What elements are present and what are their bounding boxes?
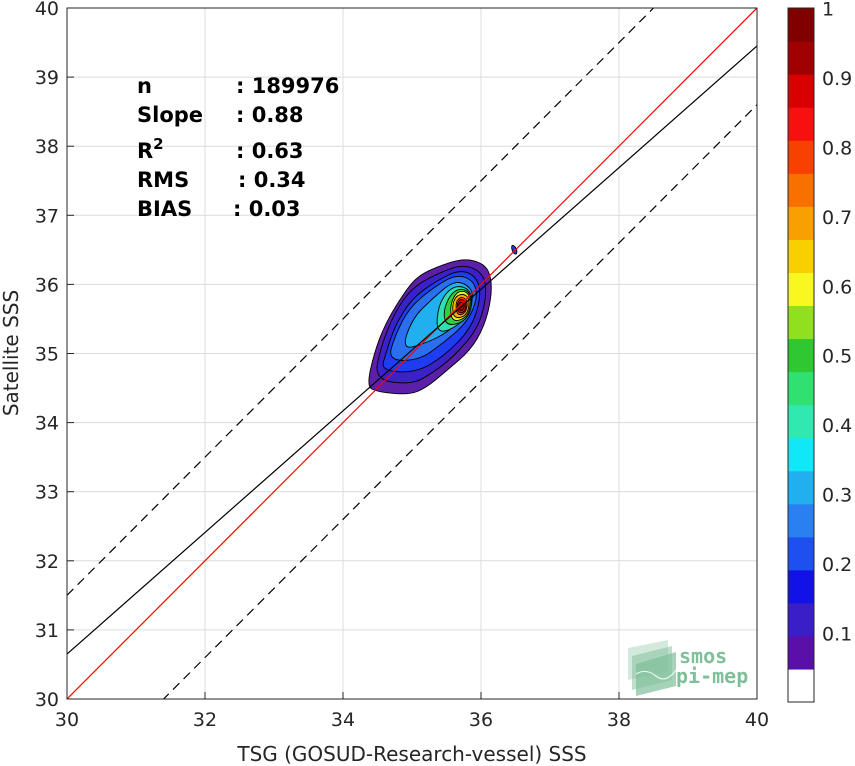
y-tick-label-6: 36 — [35, 274, 59, 296]
colorbar-segment-2 — [788, 602, 814, 637]
stat-value-2: : 0.63 — [236, 139, 304, 163]
stat-value-3: : 0.34 — [238, 168, 306, 192]
stat-value-4: : 0.03 — [233, 197, 301, 221]
colorbar-segment-6 — [788, 470, 814, 505]
y-tick-label-0: 30 — [35, 689, 59, 711]
colorbar-segment-12 — [788, 272, 814, 307]
colorbar-tick-6: 0.7 — [822, 207, 852, 229]
y-tick-label-9: 39 — [35, 67, 59, 89]
line-identity — [67, 8, 757, 699]
colorbar-segment-9 — [788, 371, 814, 406]
colorbar-segment-20 — [788, 8, 814, 42]
stat-value-0: : 189976 — [236, 74, 339, 98]
y-axis-label: Satellite SSS — [0, 290, 23, 416]
colorbar-segment-8 — [788, 404, 814, 439]
line-fit — [67, 45, 757, 655]
y-tick-label-1: 31 — [35, 620, 59, 642]
x-tick-label-5: 40 — [745, 709, 769, 731]
colorbar-segment-3 — [788, 569, 814, 604]
smos-pi-mep-logo: smos pi-mep — [628, 640, 748, 696]
y-tick-label-10: 40 — [35, 0, 59, 20]
logo-line1: smos — [679, 644, 727, 668]
colorbar-tick-3: 0.4 — [822, 415, 852, 437]
colorbar-tick-5: 0.6 — [822, 276, 852, 298]
x-tick-label-2: 34 — [331, 709, 355, 731]
colorbar: 0.1 0.2 0.3 0.4 0.5 0.6 0.7 0.8 0.9 1 — [787, 0, 852, 703]
colorbar-segment-19 — [788, 41, 814, 75]
colorbar-segment-16 — [788, 140, 814, 174]
stat-name-2: R2 — [137, 135, 164, 163]
line-lower_bound — [162, 104, 757, 699]
stat-name-0: n — [137, 74, 152, 98]
density-contours — [368, 244, 518, 395]
x-tick-label-0: 30 — [55, 709, 79, 731]
y-tick-label-7: 37 — [35, 205, 59, 227]
y-tick-label-5: 35 — [35, 344, 59, 366]
colorbar-segment-4 — [788, 536, 814, 571]
colorbar-border — [787, 7, 815, 703]
stats-box: n : 189976 Slope : 0.88 R2 : 0.63 RMS : 0.34 BIA… — [137, 74, 339, 221]
colorbar-tick-0: 0.1 — [822, 623, 852, 645]
colorbar-segment-10 — [788, 338, 814, 373]
y-tick-label-8: 38 — [35, 136, 59, 158]
x-tick-label-3: 36 — [469, 709, 493, 731]
stat-name-1: Slope — [137, 103, 203, 127]
stat-value-1: : 0.88 — [236, 103, 304, 127]
colorbar-tick-2: 0.3 — [822, 485, 852, 507]
colorbar-segment-1 — [788, 635, 814, 670]
colorbar-segment-5 — [788, 503, 814, 538]
y-axis-ticks: 30 31 32 33 34 35 36 37 38 39 40 — [35, 0, 74, 711]
colorbar-segment-7 — [788, 437, 814, 472]
stat-name-4: BIAS — [137, 197, 192, 221]
colorbar-tick-8: 0.9 — [822, 68, 852, 90]
colorbar-segment-11 — [788, 305, 814, 340]
colorbar-segment-0 — [788, 668, 814, 703]
x-tick-label-4: 38 — [607, 709, 631, 731]
x-tick-label-1: 32 — [193, 709, 217, 731]
colorbar-segment-17 — [788, 107, 814, 141]
colorbar-tick-7: 0.8 — [822, 138, 852, 160]
reference-lines — [67, 8, 757, 699]
colorbar-tick-9: 1 — [822, 0, 834, 21]
colorbar-segment-18 — [788, 74, 814, 108]
colorbar-segment-14 — [788, 206, 814, 240]
colorbar-tick-1: 0.2 — [822, 554, 852, 576]
y-tick-label-3: 33 — [35, 482, 59, 504]
logo-line2: pi-mep — [676, 664, 748, 688]
colorbar-segment-15 — [788, 173, 814, 207]
x-axis-label: TSG (GOSUD-Research-vessel) SSS — [236, 742, 586, 766]
logo-waves-icon — [628, 640, 677, 696]
colorbar-tick-4: 0.5 — [822, 346, 852, 368]
line-upper_bound — [67, 8, 655, 596]
colorbar-segment-13 — [788, 239, 814, 273]
stat-name-3: RMS — [137, 168, 189, 192]
y-tick-label-4: 34 — [35, 413, 59, 435]
y-tick-label-2: 32 — [35, 551, 59, 573]
x-axis-ticks: 30 32 34 36 38 40 — [55, 692, 769, 731]
grid — [66, 7, 758, 700]
